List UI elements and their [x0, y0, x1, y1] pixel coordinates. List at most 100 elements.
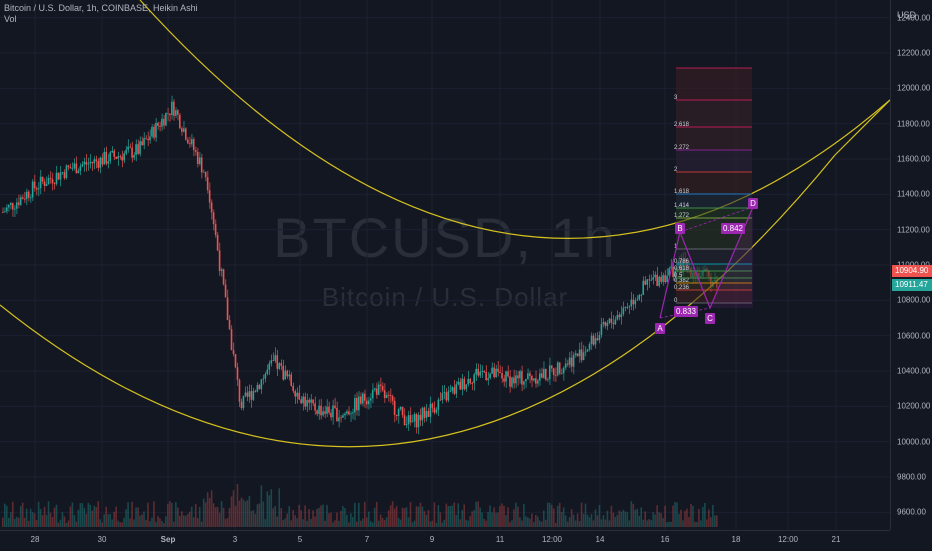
candle-body	[276, 355, 279, 369]
candle-body	[556, 362, 559, 376]
volume-bar	[222, 507, 225, 527]
candle-body	[564, 363, 567, 368]
candle-body	[511, 377, 513, 387]
candle-body	[306, 399, 308, 407]
candle-body	[517, 375, 519, 379]
volume-bar	[107, 514, 109, 527]
candle-body	[636, 299, 639, 301]
candle-body	[65, 165, 68, 179]
volume-bar	[151, 517, 153, 527]
volume-bar	[354, 502, 356, 527]
candle-body	[344, 413, 346, 416]
volume-bar	[177, 507, 179, 527]
volume-bar	[381, 518, 384, 527]
volume-bar	[692, 505, 694, 527]
volume-bar	[338, 520, 340, 527]
volume-bar	[234, 505, 237, 527]
volume-bar	[268, 495, 271, 527]
volume-bar	[638, 515, 641, 527]
candle-body	[373, 388, 376, 390]
volume-bar	[157, 516, 159, 527]
volume-bar	[59, 519, 62, 527]
volume-bar	[666, 522, 668, 527]
candle-body	[431, 403, 434, 408]
candle-body	[41, 176, 44, 182]
candle-body	[459, 381, 462, 390]
candle-body	[501, 373, 503, 379]
volume-bar	[409, 502, 412, 527]
candle-body	[129, 146, 131, 148]
volume-bar	[688, 517, 690, 527]
candle-body	[644, 280, 646, 285]
candle-body	[210, 202, 213, 213]
candle-body	[596, 338, 599, 341]
candle-body	[268, 363, 271, 370]
candle-body	[294, 391, 296, 397]
volume-bar	[131, 501, 133, 527]
volume-bar	[165, 516, 167, 527]
volume-bar	[461, 510, 464, 527]
candle-body	[332, 405, 334, 418]
candle-body	[348, 411, 350, 415]
volume-bar	[596, 515, 599, 527]
candle-body	[59, 172, 62, 180]
volume-bar	[294, 515, 296, 527]
volume-bar	[81, 503, 84, 527]
candle-body	[101, 157, 104, 165]
volume-bar	[85, 513, 88, 527]
volume-bar	[308, 508, 310, 527]
candle-body	[626, 307, 629, 308]
volume-bar	[361, 518, 364, 527]
candle-body	[242, 395, 245, 408]
volume-bar	[660, 513, 662, 527]
volume-bar	[403, 508, 406, 527]
volume-bar	[220, 501, 223, 527]
volume-bar	[600, 519, 603, 527]
candle-body	[304, 396, 306, 407]
candle-body	[397, 409, 400, 417]
volume-bar	[328, 513, 330, 527]
candle-body	[218, 250, 221, 271]
pattern-point-label: C	[707, 314, 713, 323]
volume-bar	[714, 515, 716, 527]
volume-bar	[632, 503, 635, 527]
candle-body	[356, 398, 358, 411]
volume-bar	[594, 509, 597, 527]
volume-bar	[139, 515, 141, 527]
volume-bar	[377, 520, 380, 527]
pattern-point-label: D	[750, 199, 756, 208]
candle-body	[181, 128, 183, 132]
candle-body	[43, 181, 46, 186]
candle-body	[614, 319, 617, 325]
candle-body	[628, 306, 631, 308]
volume-bar	[578, 521, 581, 527]
time-axis[interactable]: 28 30 Sep 3 5 7 9 11 12:00 14 16 18 12:00 21	[0, 530, 890, 551]
volume-bar	[572, 514, 575, 527]
curve-extension	[834, 99, 890, 156]
volume-bar	[332, 522, 334, 527]
candle-body	[316, 410, 318, 414]
candle-body	[15, 202, 18, 209]
candle-body	[220, 269, 223, 271]
candle-body	[95, 159, 98, 162]
volume-bar	[266, 491, 269, 527]
volume-bar	[286, 513, 288, 527]
volume-bar	[487, 512, 489, 527]
price-tick-label: 12000.00	[897, 83, 931, 93]
volume-bar	[212, 503, 215, 527]
volume-bar	[346, 514, 348, 527]
volume-bar	[513, 509, 515, 527]
price-axis[interactable]: USD 9600.00 9800.00 10000.00 10200.00 10400.…	[890, 0, 932, 530]
candle-body	[9, 203, 12, 205]
candle-body	[550, 365, 553, 369]
candle-body	[69, 167, 72, 169]
volume-bar	[69, 506, 72, 527]
candle-body	[284, 370, 287, 380]
candle-body	[308, 399, 310, 403]
candle-body	[167, 113, 169, 114]
price-chart[interactable]: BTCUSD, 1h Bitcoin / U.S. Dollar 0 0.236 0…	[0, 0, 890, 530]
candle-body	[165, 113, 167, 126]
fib-level-label: 1.414	[674, 203, 690, 209]
fib-level-label: 0.618	[674, 266, 690, 272]
candle-body	[336, 407, 338, 422]
